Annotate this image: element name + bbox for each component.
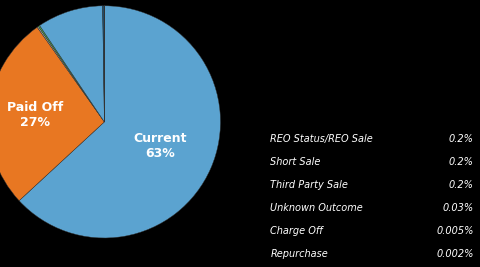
Text: REO Status/REO Sale: REO Status/REO Sale — [271, 134, 373, 144]
Wedge shape — [103, 6, 104, 122]
Text: 0.03%: 0.03% — [443, 203, 473, 213]
Wedge shape — [40, 6, 104, 122]
Text: Short Sale: Short Sale — [271, 157, 321, 167]
Wedge shape — [38, 26, 104, 122]
Text: Third Party Sale: Third Party Sale — [271, 180, 348, 190]
Text: 0.2%: 0.2% — [449, 180, 473, 190]
Wedge shape — [37, 26, 104, 122]
Text: 0.2%: 0.2% — [449, 157, 473, 167]
Text: 0.2%: 0.2% — [449, 134, 473, 144]
Text: Current
63%: Current 63% — [133, 132, 186, 160]
Text: 0.002%: 0.002% — [436, 249, 473, 259]
Text: 0.005%: 0.005% — [436, 226, 473, 236]
Text: Repurchase: Repurchase — [271, 249, 328, 259]
Wedge shape — [19, 6, 220, 238]
Text: Unknown Outcome: Unknown Outcome — [271, 203, 363, 213]
Text: Paid Off
27%: Paid Off 27% — [7, 101, 63, 129]
Text: Charge Off: Charge Off — [271, 226, 323, 236]
Wedge shape — [0, 27, 104, 201]
